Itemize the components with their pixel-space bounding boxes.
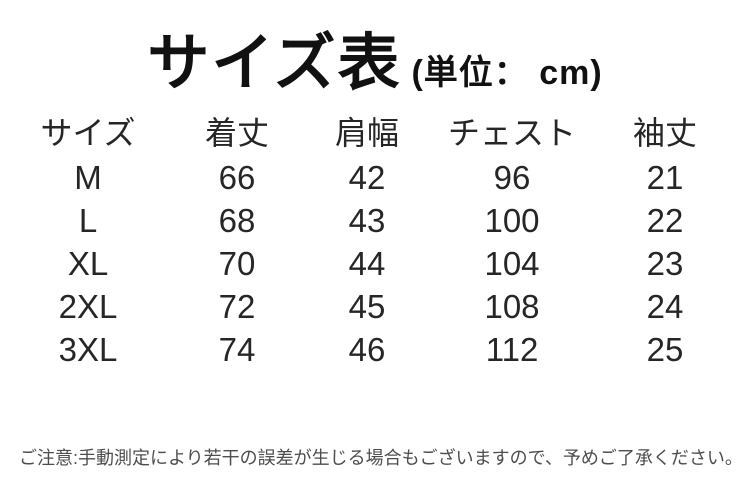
size-table: サイズ 着丈 肩幅 チェスト 袖丈 M 66 42 96 21 L 68 43 … bbox=[18, 106, 750, 371]
value-cell: 25 bbox=[646, 330, 684, 368]
size-label-cell: 3XL bbox=[58, 330, 118, 368]
page-title: サイズ表 bbox=[147, 29, 402, 98]
value-cell: 108 bbox=[484, 287, 540, 325]
value-cell: 112 bbox=[485, 330, 539, 368]
value-cell: 42 bbox=[348, 158, 386, 196]
unit-label: (単位： cm) bbox=[411, 54, 603, 92]
value-cell: 22 bbox=[646, 201, 684, 239]
column-header-length: 着丈 bbox=[204, 115, 269, 152]
value-cell: 66 bbox=[218, 158, 256, 196]
value-cell: 72 bbox=[218, 287, 256, 325]
value-cell: 45 bbox=[348, 287, 386, 325]
size-label-cell: 2XL bbox=[58, 287, 118, 325]
value-cell: 23 bbox=[646, 244, 684, 282]
column-header-size: サイズ bbox=[40, 115, 136, 152]
value-cell: 24 bbox=[646, 287, 684, 325]
value-cell: 100 bbox=[484, 201, 540, 239]
size-label-cell: L bbox=[78, 201, 98, 239]
size-label-cell: XL bbox=[67, 244, 109, 282]
value-cell: 96 bbox=[493, 158, 531, 196]
column-header-sleeve: 袖丈 bbox=[632, 115, 697, 152]
value-cell: 74 bbox=[218, 330, 256, 368]
disclaimer-note: ご注意:手動測定により若干の誤差が生じる場合もございますので、予めご了承ください… bbox=[19, 448, 743, 468]
chart-title-row: サイズ表 (単位： cm) bbox=[0, 29, 750, 98]
column-header-chest: チェスト bbox=[447, 115, 576, 152]
size-chart: サイズ表 (単位： cm) サイズ 着丈 肩幅 チェスト 袖丈 M 66 42 … bbox=[0, 29, 750, 468]
value-cell: 21 bbox=[646, 158, 684, 196]
column-header-shoulder: 肩幅 bbox=[334, 115, 399, 152]
value-cell: 44 bbox=[348, 244, 386, 282]
value-cell: 68 bbox=[218, 201, 256, 239]
value-cell: 43 bbox=[348, 201, 386, 239]
value-cell: 104 bbox=[484, 244, 540, 282]
size-label-cell: M bbox=[74, 158, 102, 196]
value-cell: 46 bbox=[348, 330, 386, 368]
value-cell: 70 bbox=[218, 244, 256, 282]
